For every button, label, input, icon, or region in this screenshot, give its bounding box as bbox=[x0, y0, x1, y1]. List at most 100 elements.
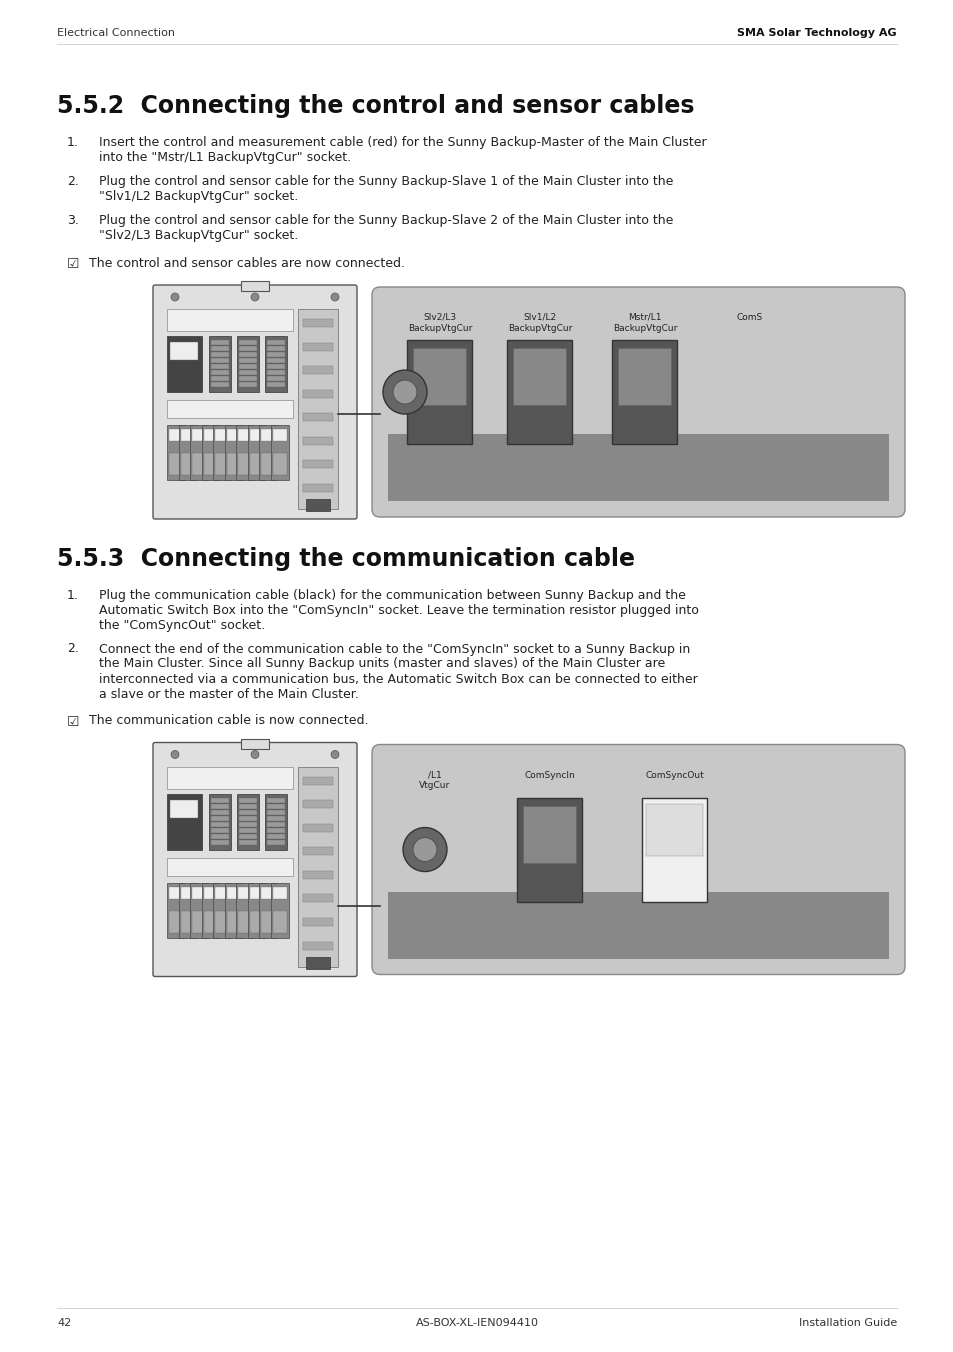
Bar bbox=[241, 281, 269, 291]
Bar bbox=[215, 910, 229, 933]
Circle shape bbox=[331, 750, 338, 758]
Bar bbox=[303, 941, 333, 949]
Text: 2.: 2. bbox=[67, 642, 79, 656]
Bar bbox=[211, 815, 229, 821]
Text: 42: 42 bbox=[57, 1318, 71, 1328]
Bar bbox=[239, 364, 256, 369]
Text: 1.: 1. bbox=[67, 589, 79, 602]
Bar bbox=[178, 425, 196, 480]
Bar bbox=[211, 833, 229, 838]
Text: ComSyncIn: ComSyncIn bbox=[524, 771, 575, 780]
Bar bbox=[211, 810, 229, 814]
Bar bbox=[225, 883, 242, 937]
Bar bbox=[259, 425, 277, 480]
Bar bbox=[267, 803, 285, 808]
Bar bbox=[303, 871, 333, 879]
Bar bbox=[303, 484, 333, 492]
Bar bbox=[239, 339, 256, 345]
Bar bbox=[236, 794, 258, 849]
Text: 3.: 3. bbox=[67, 214, 79, 227]
Bar bbox=[388, 891, 888, 959]
Bar bbox=[303, 319, 333, 327]
Bar bbox=[201, 425, 219, 480]
Bar bbox=[167, 794, 202, 849]
Bar bbox=[211, 346, 229, 352]
Bar bbox=[513, 347, 566, 406]
Bar bbox=[239, 358, 256, 362]
Bar bbox=[227, 429, 240, 441]
Text: Insert the control and measurement cable (red) for the Sunny Backup-Master of th: Insert the control and measurement cable… bbox=[99, 137, 706, 164]
Bar bbox=[203, 453, 217, 475]
Bar bbox=[267, 798, 285, 803]
Circle shape bbox=[331, 293, 338, 301]
Bar bbox=[271, 883, 289, 937]
Bar bbox=[407, 339, 472, 443]
Bar bbox=[267, 346, 285, 352]
Bar bbox=[215, 453, 229, 475]
Bar bbox=[225, 425, 242, 480]
Bar bbox=[180, 910, 194, 933]
Bar bbox=[213, 883, 231, 937]
Bar bbox=[167, 310, 293, 331]
Bar bbox=[169, 453, 183, 475]
Bar bbox=[169, 910, 183, 933]
Text: Electrical Connection: Electrical Connection bbox=[57, 28, 174, 38]
Bar bbox=[211, 358, 229, 362]
Bar bbox=[250, 910, 264, 933]
Bar bbox=[273, 429, 287, 441]
Bar bbox=[248, 425, 266, 480]
FancyBboxPatch shape bbox=[372, 287, 904, 516]
Text: ☑: ☑ bbox=[67, 714, 79, 729]
Bar bbox=[236, 883, 254, 937]
Bar bbox=[192, 887, 206, 899]
Bar bbox=[211, 798, 229, 803]
Bar bbox=[238, 887, 253, 899]
Bar bbox=[203, 910, 217, 933]
Bar bbox=[211, 840, 229, 845]
Bar bbox=[238, 453, 253, 475]
Bar bbox=[303, 461, 333, 468]
Bar bbox=[167, 857, 293, 876]
Bar bbox=[517, 798, 582, 902]
Bar bbox=[303, 918, 333, 926]
Bar bbox=[297, 310, 337, 508]
Bar bbox=[267, 833, 285, 838]
Text: Slv2/L3: Slv2/L3 bbox=[423, 314, 456, 322]
Circle shape bbox=[251, 750, 258, 758]
Bar bbox=[170, 342, 198, 360]
Text: /L1
VtgCur: /L1 VtgCur bbox=[419, 771, 450, 790]
Bar bbox=[239, 383, 256, 387]
Bar bbox=[190, 883, 208, 937]
Circle shape bbox=[402, 827, 447, 872]
Bar bbox=[267, 352, 285, 357]
Bar bbox=[265, 337, 287, 392]
Bar bbox=[267, 383, 285, 387]
Bar bbox=[211, 822, 229, 826]
Text: Mstr/L1: Mstr/L1 bbox=[628, 314, 661, 322]
Bar bbox=[303, 437, 333, 445]
Bar bbox=[209, 794, 231, 849]
Bar bbox=[238, 429, 253, 441]
Bar bbox=[215, 887, 229, 899]
Bar bbox=[190, 425, 208, 480]
Bar bbox=[267, 370, 285, 375]
Bar bbox=[267, 376, 285, 381]
Bar bbox=[303, 776, 333, 784]
Bar bbox=[211, 339, 229, 345]
Bar bbox=[239, 840, 256, 845]
Bar bbox=[227, 887, 240, 899]
Bar bbox=[413, 347, 466, 406]
Bar bbox=[303, 342, 333, 350]
Bar bbox=[271, 425, 289, 480]
Bar bbox=[303, 800, 333, 808]
Bar bbox=[303, 414, 333, 422]
FancyBboxPatch shape bbox=[152, 742, 356, 976]
Bar bbox=[267, 827, 285, 833]
Bar bbox=[303, 389, 333, 397]
Bar bbox=[239, 352, 256, 357]
Bar bbox=[239, 822, 256, 826]
Bar bbox=[303, 848, 333, 856]
Bar bbox=[192, 910, 206, 933]
Bar bbox=[211, 370, 229, 375]
Bar bbox=[239, 803, 256, 808]
